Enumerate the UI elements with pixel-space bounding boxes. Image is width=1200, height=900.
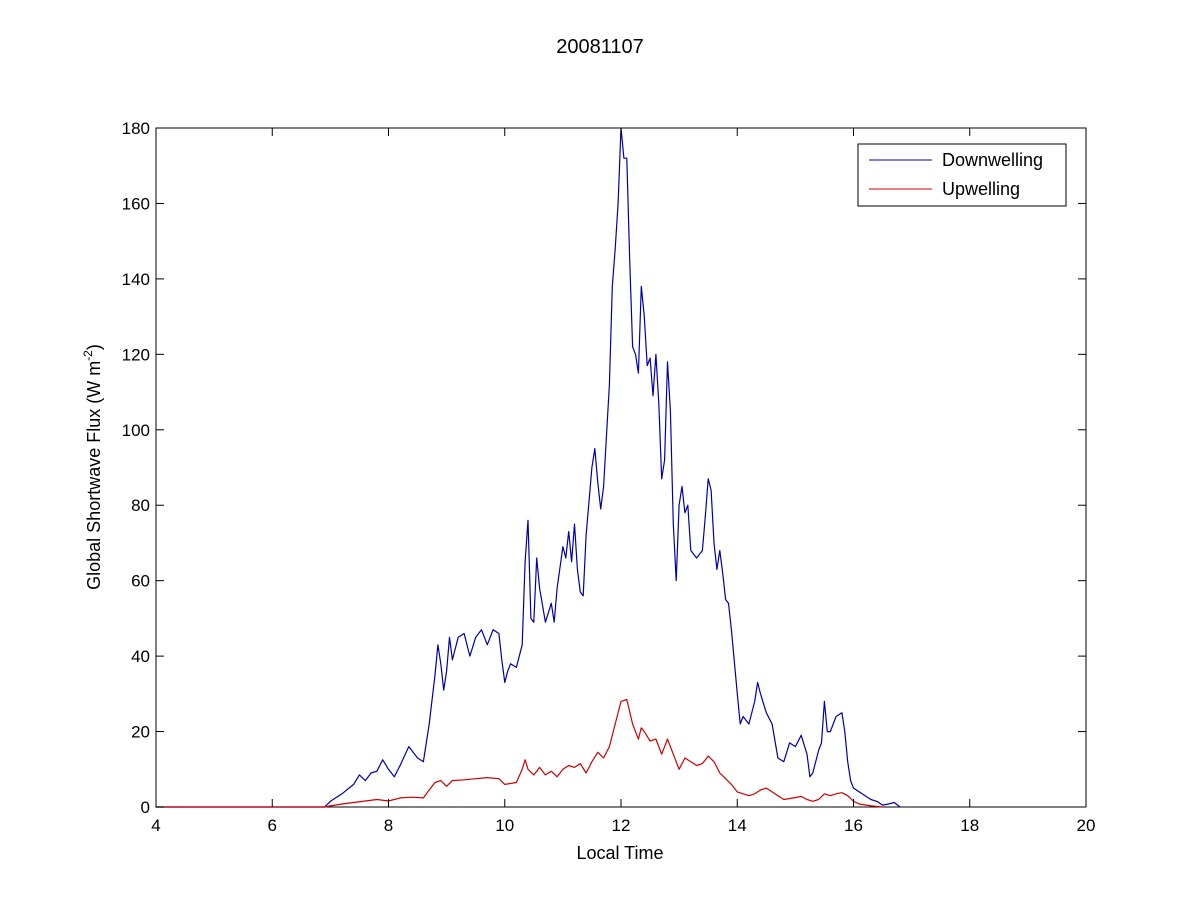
x-tick-label: 20 [1077,816,1096,835]
x-tick-label: 4 [151,816,160,835]
y-tick-label: 140 [122,270,150,289]
x-tick-label: 10 [495,816,514,835]
y-axis-title-close: ) [84,344,104,350]
x-tick-label: 16 [844,816,863,835]
x-tick-label: 6 [268,816,277,835]
legend: Downwelling Upwelling [857,143,1067,207]
series-layer [156,127,901,808]
x-tick-label: 18 [960,816,979,835]
legend-box [857,143,1067,207]
chart-title: 20081107 [556,36,644,58]
axes-box [155,127,1087,808]
series-line-upwelling [156,698,883,808]
x-axis-title: Local Time [576,843,663,863]
legend-label-upwelling: Upwelling [942,179,1020,199]
y-tick-label: 180 [122,119,150,138]
ticks-layer: 4 6 8 10 12 14 16 18 20 0 20 40 60 80 100 120 140 160 180 [122,119,1096,835]
y-axis-title-text: Global Shortwave Flux (W m [84,361,104,590]
series-line-downwelling [156,127,901,808]
legend-label-downwelling: Downwelling [942,150,1043,170]
y-tick-label: 160 [122,194,150,213]
y-tick-label: 120 [122,345,150,364]
y-tick-label: 40 [131,647,150,666]
y-tick-label: 20 [131,723,150,742]
x-tick-label: 12 [612,816,631,835]
y-axis-title: Global Shortwave Flux (W m-2) [81,344,104,590]
y-tick-label: 100 [122,421,150,440]
y-axis-title-superscript: -2 [81,350,95,361]
y-tick-label: 60 [131,572,150,591]
x-tick-label: 14 [728,816,747,835]
x-tick-label: 8 [384,816,393,835]
y-tick-label: 80 [131,496,150,515]
y-tick-label: 0 [141,798,150,817]
plot-area: 4 6 8 10 12 14 16 18 20 0 20 40 60 80 100 120 140 160 180 [122,119,1096,835]
